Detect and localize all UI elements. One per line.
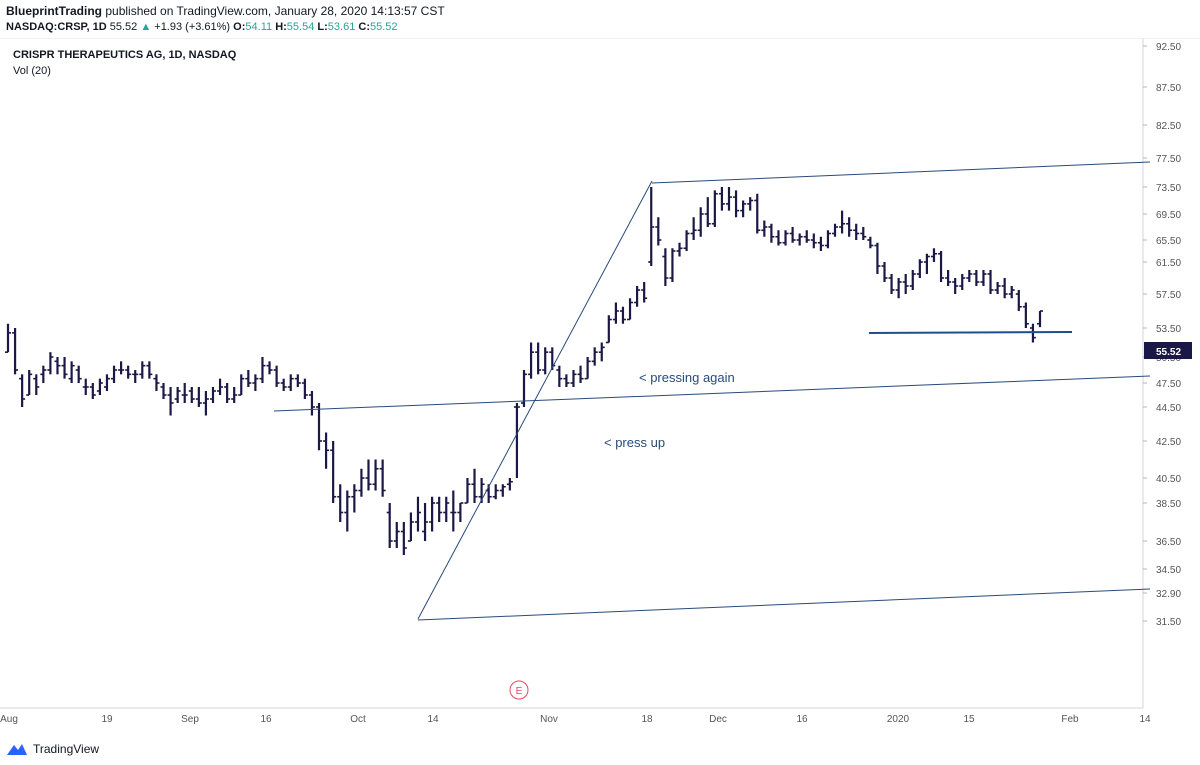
trendline-rally: [417, 180, 653, 620]
published-text: published on TradingView.com, January 28…: [105, 4, 445, 18]
support-horizontal-line: [868, 331, 1073, 334]
x-tick-label: 18: [641, 714, 653, 725]
annotation-pressing-again: < pressing again: [639, 370, 735, 385]
y-tick-label: 44.50: [1156, 403, 1181, 414]
y-tick-label: 42.50: [1156, 437, 1181, 448]
x-tick-label: 19: [101, 714, 113, 725]
y-tick-label: 40.50: [1156, 474, 1181, 485]
open-value: 54.11: [245, 21, 273, 33]
y-tick-label: 73.50: [1156, 183, 1181, 194]
last-price-tag: [1144, 342, 1192, 359]
x-tick-label: Nov: [540, 714, 558, 725]
trendline-upper-channel: [651, 161, 1151, 184]
annotation-press-up: < press up: [604, 435, 665, 450]
y-tick-label: 36.50: [1156, 537, 1181, 548]
author-name[interactable]: BlueprintTrading: [6, 4, 102, 18]
x-tick-label: Feb: [1061, 714, 1079, 725]
close-value: 55.52: [369, 21, 398, 33]
low-label: L:: [317, 21, 328, 33]
symbol-quote-line: NASDAQ:CRSP, 1D 55.52 ▲ +1.93 (+3.61%) O…: [6, 21, 398, 33]
x-tick-label: 2020: [887, 714, 910, 725]
volume-indicator-label[interactable]: Vol (20): [13, 65, 51, 77]
y-tick-label: 53.50: [1156, 324, 1181, 335]
price-chart[interactable]: 92.50 87.50 82.50 77.50 73.50 69.50 65.50 61.50…: [0, 38, 1200, 738]
y-tick-label: 34.50: [1156, 565, 1181, 576]
x-tick-label: 16: [796, 714, 808, 725]
chart-frame[interactable]: 92.50 87.50 82.50 77.50 73.50 69.50 65.50 61.50…: [0, 38, 1200, 738]
publish-header: BlueprintTrading published on TradingVie…: [6, 4, 445, 18]
up-arrow-icon: ▲: [140, 21, 152, 33]
x-tick-label: Oct: [350, 714, 366, 725]
x-tick-label: 15: [963, 714, 975, 725]
tradingview-brand-text: TradingView: [33, 742, 100, 756]
earnings-marker-icon: [509, 680, 529, 700]
y-tick-label: 69.50: [1156, 210, 1181, 221]
x-tick-label: 16: [260, 714, 272, 725]
x-tick-label: Sep: [181, 714, 199, 725]
y-tick-label: 31.50: [1156, 617, 1181, 628]
y-tick-label: 47.50: [1156, 379, 1181, 390]
high-label: H:: [275, 21, 287, 33]
high-value: 55.54: [286, 21, 315, 33]
open-label: O:: [233, 21, 246, 33]
last-price: 55.52: [109, 21, 138, 33]
y-tick-label: 92.50: [1156, 42, 1181, 53]
y-tick-label: 87.50: [1156, 83, 1181, 94]
y-tick-label: 57.50: [1156, 290, 1181, 301]
trendline-middle-channel: [273, 375, 1151, 412]
low-value: 53.61: [327, 21, 356, 33]
symbol-label: NASDAQ:CRSP, 1D: [6, 21, 107, 33]
last-price-tag-label: 55.52: [1156, 347, 1181, 358]
x-tick-label: 14: [427, 714, 439, 725]
price-change: +1.93 (+3.61%): [154, 21, 231, 33]
y-tick-label: 65.50: [1156, 236, 1181, 247]
y-tick-label: 32.90: [1156, 589, 1181, 600]
tradingview-logo-icon: [7, 744, 27, 755]
x-tick-label: Aug: [0, 714, 18, 725]
earnings-marker-label: E: [516, 686, 523, 697]
footer-brand[interactable]: TradingView: [6, 739, 99, 759]
chart-title: CRISPR THERAPEUTICS AG, 1D, NASDAQ: [13, 49, 237, 61]
y-tick-label: 77.50: [1156, 154, 1181, 165]
trendline-lower-channel: [417, 588, 1151, 621]
x-tick-label: 14: [1139, 714, 1151, 725]
close-label: C:: [358, 21, 370, 33]
y-tick-label: 38.50: [1156, 499, 1181, 510]
x-tick-label: Dec: [709, 714, 727, 725]
y-tick-label: 82.50: [1156, 121, 1181, 132]
y-tick-label: 61.50: [1156, 258, 1181, 269]
